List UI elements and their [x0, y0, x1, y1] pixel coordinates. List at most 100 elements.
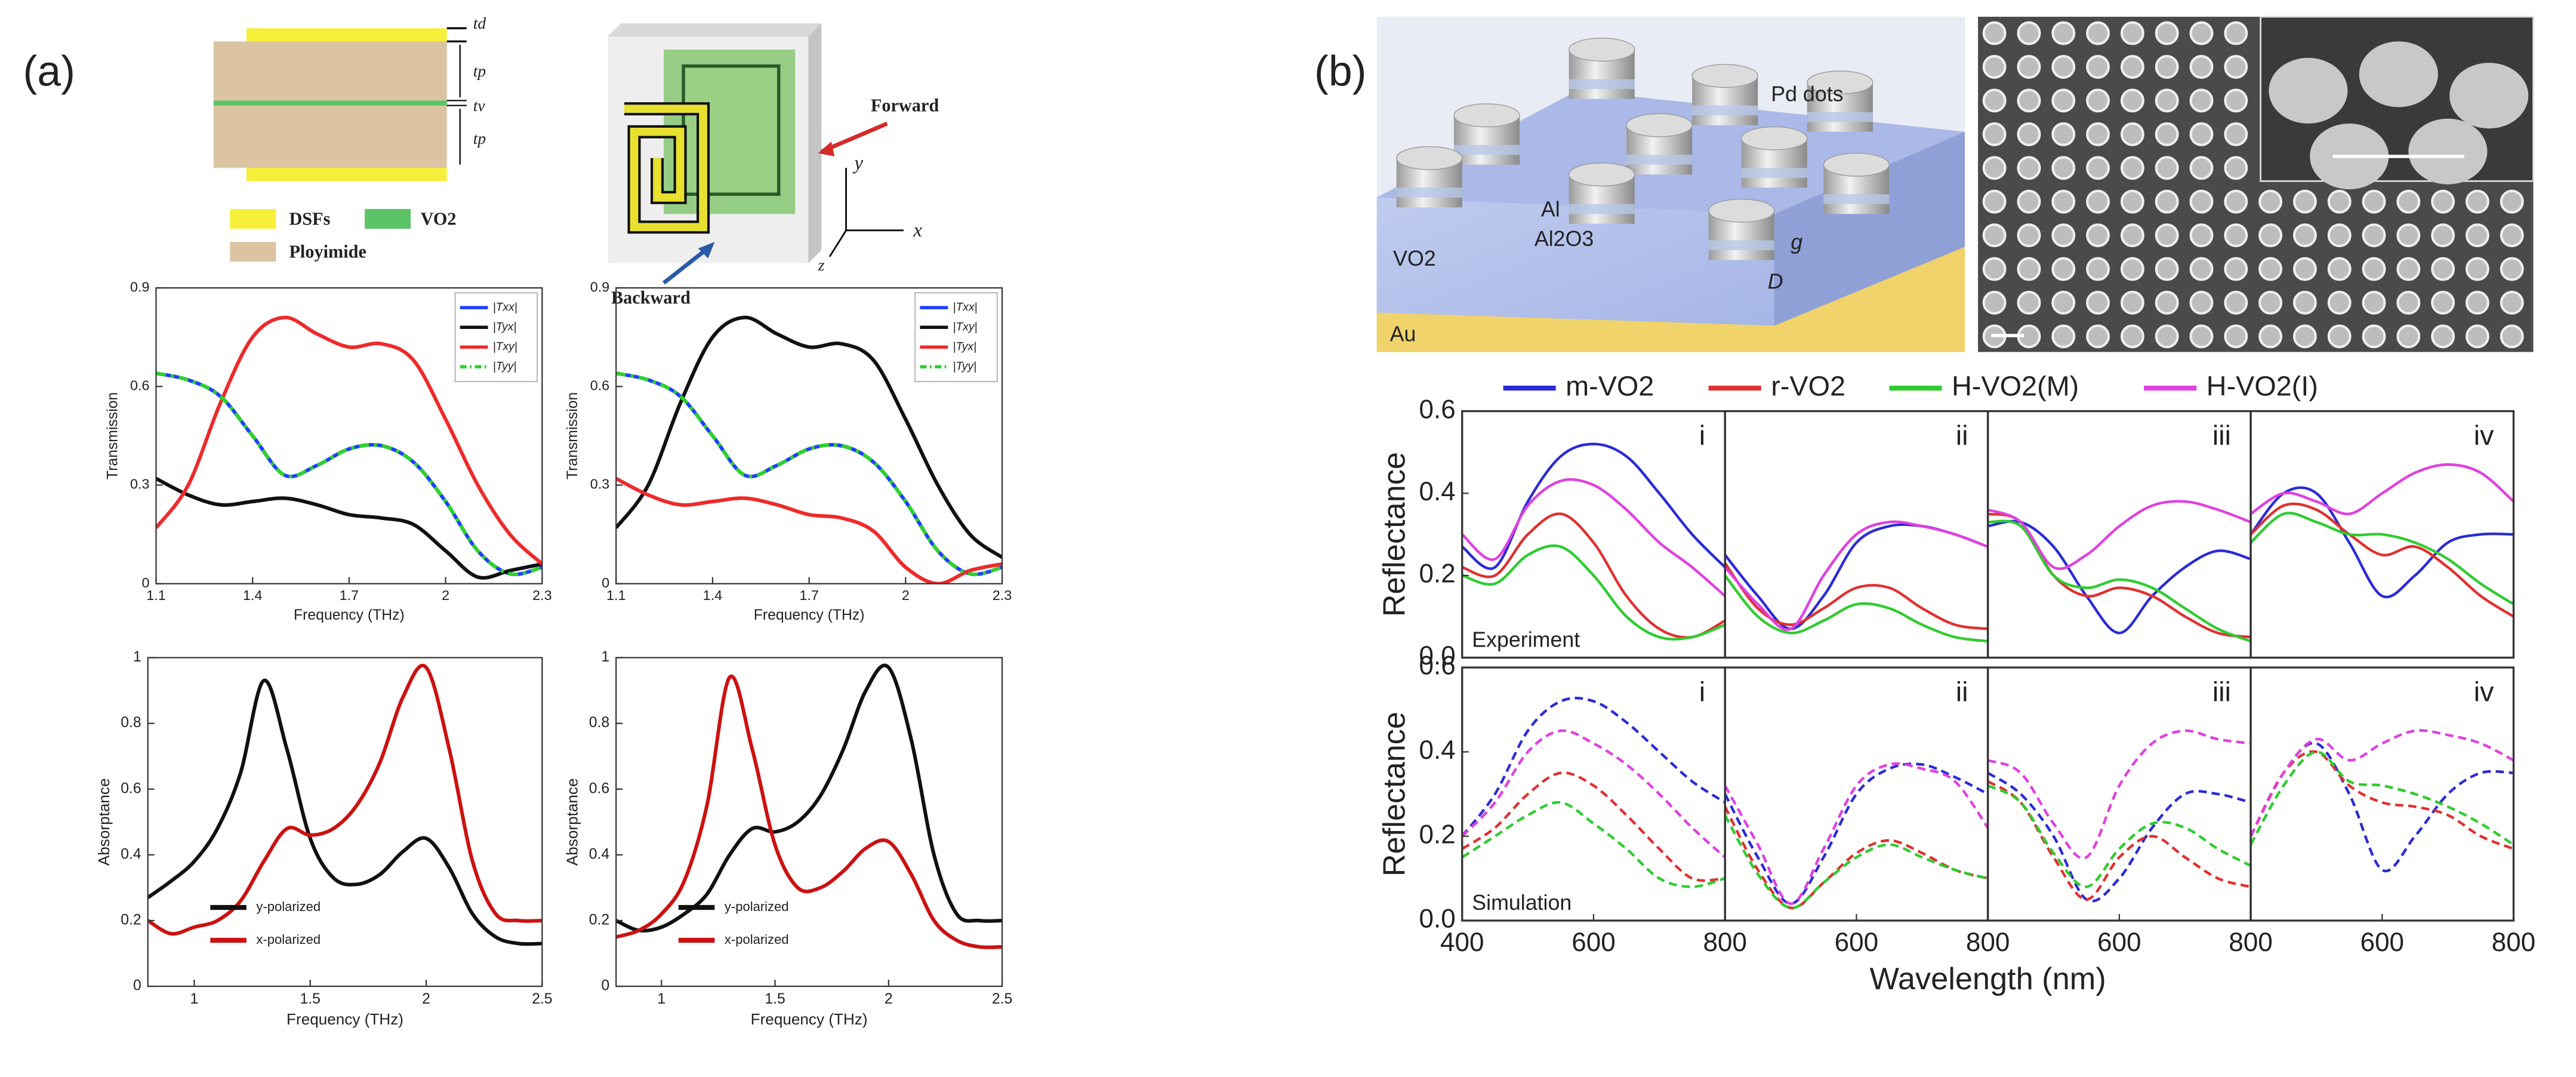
series-line [1725, 762, 1988, 905]
sem-dot [2155, 21, 2179, 45]
sem-dot [2465, 257, 2489, 281]
sem-dot [2465, 223, 2489, 248]
legend-swatch [230, 209, 276, 229]
legend-label: |Tyx| [953, 340, 976, 353]
oxide-band [1396, 187, 1462, 198]
sem-dot [2500, 324, 2524, 349]
sem-dot [2120, 88, 2144, 113]
x-tick-label: 800 [1966, 928, 2010, 957]
sem-dot [2017, 257, 2041, 281]
sem-dot [2120, 257, 2144, 281]
x-tick-label: 2.3 [532, 587, 552, 603]
y-axis-label: Transmission [565, 392, 581, 479]
label: Forward [871, 95, 939, 115]
axis-name: z [818, 256, 825, 274]
series-line [1725, 574, 1988, 643]
oxide-band [1569, 204, 1635, 214]
y-tick-label: 0.3 [590, 476, 610, 492]
series-line [1988, 519, 2251, 643]
y-tick-label: 0 [601, 978, 609, 994]
sem-dot [2258, 189, 2282, 214]
sem-dot [2086, 257, 2110, 281]
sem-dot [2224, 291, 2248, 315]
y-tick-label: 0.2 [1419, 559, 1456, 589]
sem-dot [2189, 189, 2214, 214]
x-tick-label: 2.5 [532, 991, 552, 1007]
panel-label: iii [2213, 420, 2231, 451]
oxide-band [1692, 105, 1758, 116]
y-tick-label: 0.0 [1419, 641, 1456, 670]
pd-dot-top [1568, 162, 1635, 187]
y-tick-label: 0.9 [590, 279, 610, 294]
sem-dot [2120, 55, 2144, 79]
sem-dot [2396, 291, 2421, 315]
plot-frame [615, 657, 1003, 987]
series-line [147, 664, 543, 936]
sem-dot [2431, 291, 2455, 315]
y-tick-label: 0.4 [1419, 477, 1456, 506]
panel-label: i [1699, 676, 1705, 707]
sem-dot [2051, 21, 2076, 45]
series-line [1462, 478, 1725, 597]
sem-dot [2120, 189, 2144, 214]
annotation: Simulation [1472, 891, 1572, 915]
sem-dot [2431, 257, 2455, 281]
sem-dot [2258, 324, 2282, 349]
sem-dot [2292, 291, 2317, 315]
label: tv [473, 96, 486, 115]
sem-dot [2327, 223, 2352, 248]
y-axis-label: Transmission [104, 392, 121, 479]
series-line [1988, 519, 2251, 635]
sem-dot [2224, 257, 2248, 281]
series-line [2250, 750, 2514, 850]
label: Pd dots [1771, 82, 1843, 106]
series-line [616, 371, 1003, 577]
series-line [1462, 442, 1725, 570]
panel-label: iv [2474, 420, 2494, 451]
sem-dot [2362, 257, 2386, 281]
sem-dot [2017, 291, 2041, 315]
legend-label: DSFs [289, 208, 330, 229]
series-line [1462, 512, 1725, 639]
series-line [156, 371, 543, 577]
y-tick-label: 0.3 [130, 476, 150, 492]
y-tick-label: 0 [141, 575, 149, 590]
sem-dot [2396, 223, 2421, 248]
sem-dot [2396, 324, 2421, 349]
sem-dot [2017, 122, 2041, 146]
sem-dot [2017, 88, 2041, 113]
sem-dot [2189, 257, 2214, 281]
sem-dot [2224, 324, 2248, 349]
x-tick-label: 1.5 [765, 991, 785, 1007]
y-tick-label: 0.4 [121, 846, 141, 862]
x-tick-label: 1.4 [243, 587, 263, 603]
sem-dot [1982, 291, 2007, 315]
sem-dot [2155, 223, 2179, 248]
legend-label: H-VO2(I) [2207, 371, 2318, 402]
sem-dot [2189, 291, 2214, 315]
sem-dot [2224, 122, 2248, 146]
sem-dot [2155, 291, 2179, 315]
label: Au [1390, 322, 1416, 346]
legend-label: x-polarized [725, 932, 789, 947]
series-line [1988, 500, 2251, 570]
legend-label: y-polarized [725, 899, 789, 914]
pd-dot-top [1807, 70, 1874, 95]
label: Al [1541, 197, 1560, 221]
series-line [156, 476, 543, 580]
legend-label: Ployimide [289, 241, 366, 261]
sem-dot [2189, 88, 2214, 113]
x-tick-label: 2 [885, 991, 893, 1007]
sem-dot [2120, 223, 2144, 248]
sem-dot [2017, 55, 2041, 79]
pd-dot-top [1823, 152, 1890, 177]
sem-dot [1982, 88, 2007, 113]
pd-dot-top [1741, 126, 1808, 150]
sem-dot [2051, 257, 2076, 281]
plot-frame [1724, 666, 1989, 922]
sem-dot [1982, 257, 2007, 281]
series-line [2250, 486, 2514, 599]
sem-dot [2327, 324, 2352, 349]
legend-label: |Txy| [953, 321, 977, 333]
